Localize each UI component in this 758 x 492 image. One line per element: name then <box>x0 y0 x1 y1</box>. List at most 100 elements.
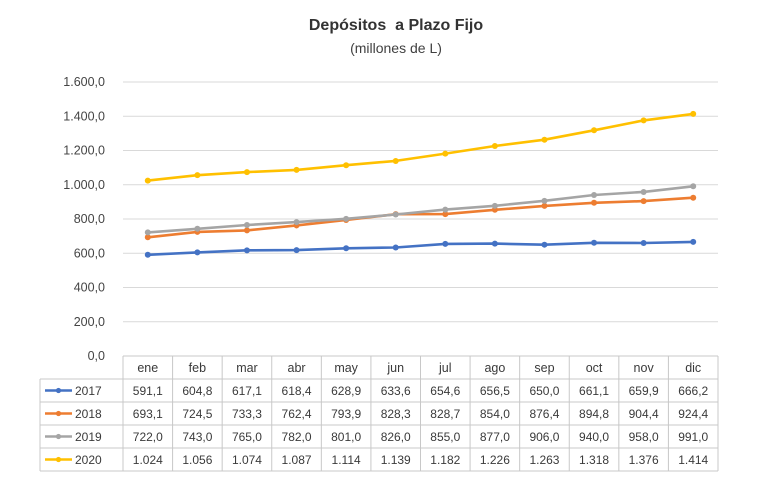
data-point <box>690 110 697 117</box>
data-label: 659,9 <box>629 384 659 398</box>
data-point <box>293 166 300 173</box>
data-label: 628,9 <box>331 384 361 398</box>
gridlines <box>123 81 718 357</box>
data-point <box>640 117 647 124</box>
y-tick-label: 200,0 <box>74 315 105 329</box>
series-lines <box>144 110 697 258</box>
x-tick-label: mar <box>236 361 258 375</box>
data-point <box>541 241 548 248</box>
data-label: 1.087 <box>282 453 312 467</box>
data-label: 618,4 <box>282 384 312 398</box>
data-label: 666,2 <box>678 384 708 398</box>
data-point <box>640 198 647 205</box>
x-tick-label: jun <box>386 361 404 375</box>
data-label: 1.114 <box>332 453 361 467</box>
y-tick-label: 0,0 <box>88 349 105 363</box>
x-tick-label: nov <box>634 361 655 375</box>
series-line <box>147 185 694 234</box>
data-label: 958,0 <box>629 430 659 444</box>
data-table: ene feb mar abr may jun jul ago sep oct nov dic 2017… <box>39 355 719 472</box>
data-label: 904,4 <box>629 407 659 421</box>
y-axis-ticks: 0,0 200,0 400,0 600,0 800,0 1.000,0 1.200,0 1.4… <box>63 75 105 363</box>
data-point <box>293 219 300 226</box>
data-label: 733,3 <box>232 407 262 421</box>
data-label: 1.318 <box>579 453 609 467</box>
data-label: 693,1 <box>133 407 163 421</box>
data-label: 1.074 <box>232 453 262 467</box>
data-label: 1.263 <box>529 453 559 467</box>
x-tick-label: may <box>334 361 358 375</box>
data-point <box>541 136 548 143</box>
y-tick-label: 1.600,0 <box>63 75 105 89</box>
data-point <box>541 202 548 209</box>
data-point <box>392 244 399 251</box>
data-point <box>343 215 350 222</box>
x-tick-label: oct <box>586 361 603 375</box>
data-point <box>640 188 647 195</box>
data-point <box>690 194 697 201</box>
series-line <box>147 196 694 239</box>
y-tick-label: 800,0 <box>74 212 105 226</box>
data-label: 828,3 <box>381 407 411 421</box>
chart-subtitle: (millones de L) <box>350 40 442 56</box>
data-label: 855,0 <box>430 430 460 444</box>
y-tick-label: 1.000,0 <box>63 178 105 192</box>
data-label: 743,0 <box>182 430 212 444</box>
data-point <box>392 211 399 218</box>
data-point <box>243 221 250 228</box>
data-point <box>194 249 201 256</box>
legend-key-marker <box>55 456 62 463</box>
x-tick-label: ene <box>137 361 158 375</box>
legend-entry: 2020 <box>75 453 102 467</box>
data-label: 828,7 <box>430 407 460 421</box>
data-point <box>194 172 201 179</box>
data-label: 1.024 <box>133 453 163 467</box>
data-point <box>392 157 399 164</box>
data-point <box>243 227 250 234</box>
data-point <box>293 247 300 254</box>
data-label: 650,0 <box>529 384 559 398</box>
data-label: 782,0 <box>282 430 312 444</box>
data-point <box>591 127 598 134</box>
data-point <box>343 245 350 252</box>
x-tick-label: sep <box>534 361 554 375</box>
data-label: 617,1 <box>232 384 262 398</box>
data-point <box>491 240 498 247</box>
data-label: 924,4 <box>678 407 708 421</box>
data-label: 604,8 <box>182 384 212 398</box>
data-point <box>343 162 350 169</box>
data-label: 793,9 <box>331 407 361 421</box>
data-label: 1.376 <box>629 453 659 467</box>
legend-key-marker <box>55 410 62 417</box>
data-label: 826,0 <box>381 430 411 444</box>
data-label: 1.139 <box>381 453 411 467</box>
y-tick-label: 400,0 <box>74 281 105 295</box>
x-tick-label: abr <box>288 361 306 375</box>
data-label: 940,0 <box>579 430 609 444</box>
data-label: 854,0 <box>480 407 510 421</box>
data-point <box>243 247 250 254</box>
data-point <box>491 202 498 209</box>
data-point <box>442 240 449 247</box>
data-label: 906,0 <box>529 430 559 444</box>
data-label: 1.414 <box>678 453 708 467</box>
data-point <box>442 206 449 213</box>
data-point <box>442 211 449 218</box>
data-label: 1.226 <box>480 453 510 467</box>
data-label: 724,5 <box>182 407 212 421</box>
data-point <box>640 239 647 246</box>
x-tick-label: jul <box>438 361 452 375</box>
data-point <box>591 199 598 206</box>
data-point <box>491 143 498 150</box>
legend-entry: 2019 <box>75 430 102 444</box>
y-tick-label: 1.200,0 <box>63 144 105 158</box>
data-point <box>194 225 201 232</box>
data-point <box>690 238 697 245</box>
data-point <box>144 251 151 258</box>
data-label: 894,8 <box>579 407 609 421</box>
series-line <box>147 240 694 257</box>
data-label: 877,0 <box>480 430 510 444</box>
data-point <box>144 234 151 241</box>
data-point <box>144 177 151 184</box>
